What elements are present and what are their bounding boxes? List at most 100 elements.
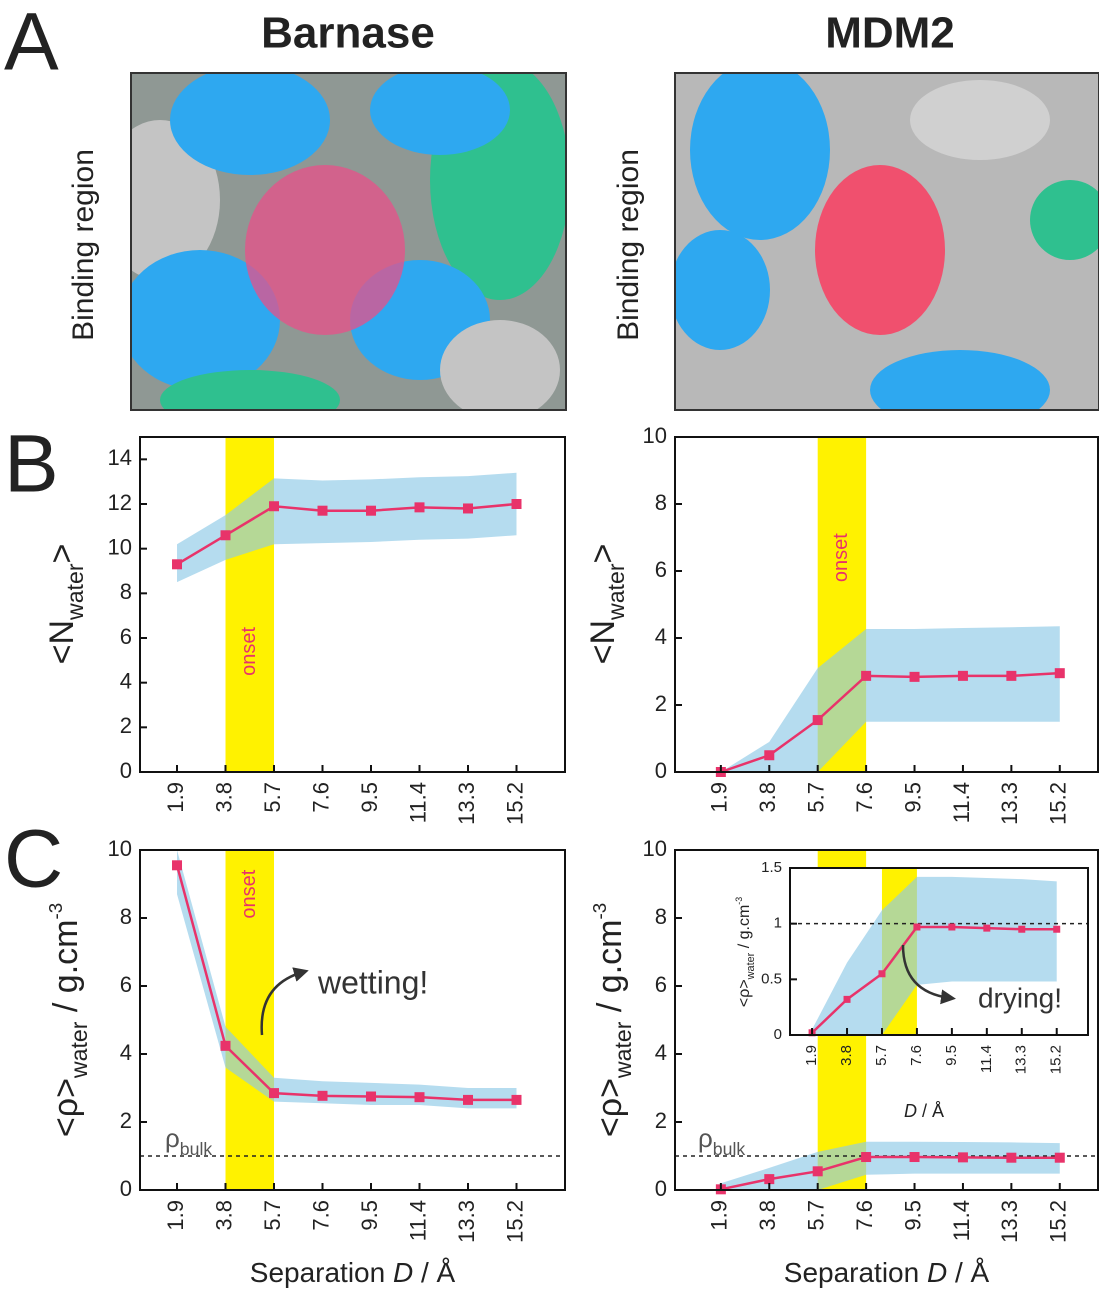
panel-label: B bbox=[4, 419, 59, 510]
text-part: > bbox=[584, 544, 622, 564]
y-tick-label: 8 bbox=[655, 490, 667, 515]
y-tick-label: 10 bbox=[108, 836, 132, 861]
data-point bbox=[1055, 668, 1065, 678]
image-label: Binding region bbox=[67, 149, 100, 341]
text-part: D bbox=[904, 1101, 917, 1121]
y-tick-label: 2 bbox=[655, 1108, 667, 1133]
text-part: > bbox=[43, 544, 81, 564]
y-axis-label: <ρ>water / g.cm-3 bbox=[734, 897, 757, 1007]
y-axis-label: <ρ>water / g.cm-3 bbox=[589, 903, 636, 1137]
text-part: water bbox=[62, 563, 88, 621]
data-point bbox=[983, 925, 990, 932]
y-tick-label: 2 bbox=[655, 691, 667, 716]
x-tick-label: 3.8 bbox=[211, 782, 236, 813]
y-tick-label: 0 bbox=[774, 1026, 782, 1043]
y-tick-label: 10 bbox=[108, 534, 132, 559]
reference-label: ρbulk bbox=[698, 1123, 745, 1159]
data-point bbox=[463, 503, 473, 513]
data-point bbox=[463, 1095, 473, 1105]
error-band bbox=[721, 626, 1060, 772]
text-part: water bbox=[610, 1021, 636, 1079]
data-point bbox=[958, 1152, 968, 1162]
data-point bbox=[764, 1174, 774, 1184]
y-tick-label: 8 bbox=[655, 904, 667, 929]
data-point bbox=[878, 970, 885, 977]
x-tick-label: 9.5 bbox=[900, 1200, 925, 1231]
x-tick-label: 5.7 bbox=[260, 782, 285, 813]
x-tick-label: 9.5 bbox=[357, 1200, 382, 1231]
data-point bbox=[910, 672, 920, 682]
x-tick-label: 11.4 bbox=[405, 1200, 430, 1241]
x-tick-label: 13.3 bbox=[997, 1200, 1022, 1243]
y-tick-label: 8 bbox=[120, 579, 132, 604]
x-tick-label: 7.6 bbox=[308, 1200, 333, 1231]
text-part: / Å bbox=[413, 1257, 455, 1288]
panel-label: A bbox=[4, 0, 59, 88]
onset-label: onset bbox=[830, 533, 852, 582]
x-tick-label: 7.6 bbox=[908, 1045, 925, 1066]
text-part: <N bbox=[43, 620, 81, 664]
x-tick-label: 7.6 bbox=[308, 782, 333, 813]
data-point bbox=[1018, 926, 1025, 933]
x-tick-label: 3.8 bbox=[755, 1200, 780, 1231]
x-axis-label: D / Å bbox=[904, 1101, 944, 1121]
data-point bbox=[318, 1091, 328, 1101]
x-tick-label: 15.2 bbox=[1048, 1045, 1065, 1074]
x-tick-label: 13.3 bbox=[1013, 1045, 1030, 1074]
onset-label: onset bbox=[238, 869, 260, 918]
text-part: bulk bbox=[180, 1139, 213, 1159]
x-tick-label: 5.7 bbox=[873, 1045, 890, 1066]
data-point bbox=[415, 502, 425, 512]
text-part: / Å bbox=[947, 1257, 989, 1288]
data-point bbox=[366, 506, 376, 516]
data-point bbox=[269, 1088, 279, 1098]
text-part: D bbox=[393, 1257, 413, 1288]
data-point bbox=[764, 750, 774, 760]
text-part: -3 bbox=[589, 903, 610, 920]
text-part: water bbox=[603, 563, 629, 621]
y-tick-label: 10 bbox=[643, 423, 667, 448]
data-point bbox=[366, 1092, 376, 1102]
data-point bbox=[861, 1152, 871, 1162]
y-tick-label: 2 bbox=[120, 713, 132, 738]
x-axis-label: Separation D / Å bbox=[784, 1257, 990, 1288]
x-tick-label: 1.9 bbox=[707, 782, 732, 813]
text-part: Separation bbox=[784, 1257, 927, 1288]
x-tick-label: 11.4 bbox=[949, 1200, 974, 1241]
protein-image bbox=[670, 60, 1099, 430]
y-tick-label: 6 bbox=[120, 972, 132, 997]
y-tick-label: 0 bbox=[655, 758, 667, 783]
x-axis-label: Separation D / Å bbox=[250, 1257, 456, 1288]
data-point bbox=[172, 559, 182, 569]
x-tick-label: 3.8 bbox=[755, 782, 780, 813]
x-tick-label: 15.2 bbox=[502, 782, 527, 825]
annotation: wetting! bbox=[317, 964, 428, 1000]
x-tick-label: 5.7 bbox=[804, 1200, 829, 1231]
y-tick-label: 12 bbox=[108, 490, 132, 515]
y-axis-label: <Nwater> bbox=[584, 544, 629, 665]
y-tick-label: 14 bbox=[108, 445, 132, 470]
y-tick-label: 4 bbox=[655, 624, 667, 649]
text-part: bulk bbox=[713, 1139, 746, 1159]
y-tick-label: 0 bbox=[120, 1176, 132, 1201]
data-point bbox=[318, 506, 328, 516]
text-part: -3 bbox=[734, 897, 744, 905]
y-tick-label: 0 bbox=[120, 758, 132, 783]
data-point bbox=[813, 1166, 823, 1176]
y-tick-label: 4 bbox=[120, 668, 132, 693]
data-point bbox=[1053, 926, 1060, 933]
text-part: / Å bbox=[917, 1101, 944, 1121]
x-tick-label: 1.9 bbox=[163, 782, 188, 813]
protein-image bbox=[100, 60, 570, 430]
y-tick-label: 6 bbox=[120, 624, 132, 649]
y-tick-label: 0.5 bbox=[761, 970, 782, 987]
x-tick-label: 15.2 bbox=[502, 1200, 527, 1243]
column-title: Barnase bbox=[261, 9, 435, 58]
figure: A B C Barnase MDM2 Binding region Bindin… bbox=[0, 0, 1099, 1305]
x-tick-label: 11.4 bbox=[949, 782, 974, 823]
data-point bbox=[512, 499, 522, 509]
x-tick-label: 11.4 bbox=[978, 1045, 995, 1073]
data-point bbox=[913, 924, 920, 931]
text-part: / g.cm bbox=[591, 920, 629, 1022]
x-tick-label: 7.6 bbox=[852, 782, 877, 813]
